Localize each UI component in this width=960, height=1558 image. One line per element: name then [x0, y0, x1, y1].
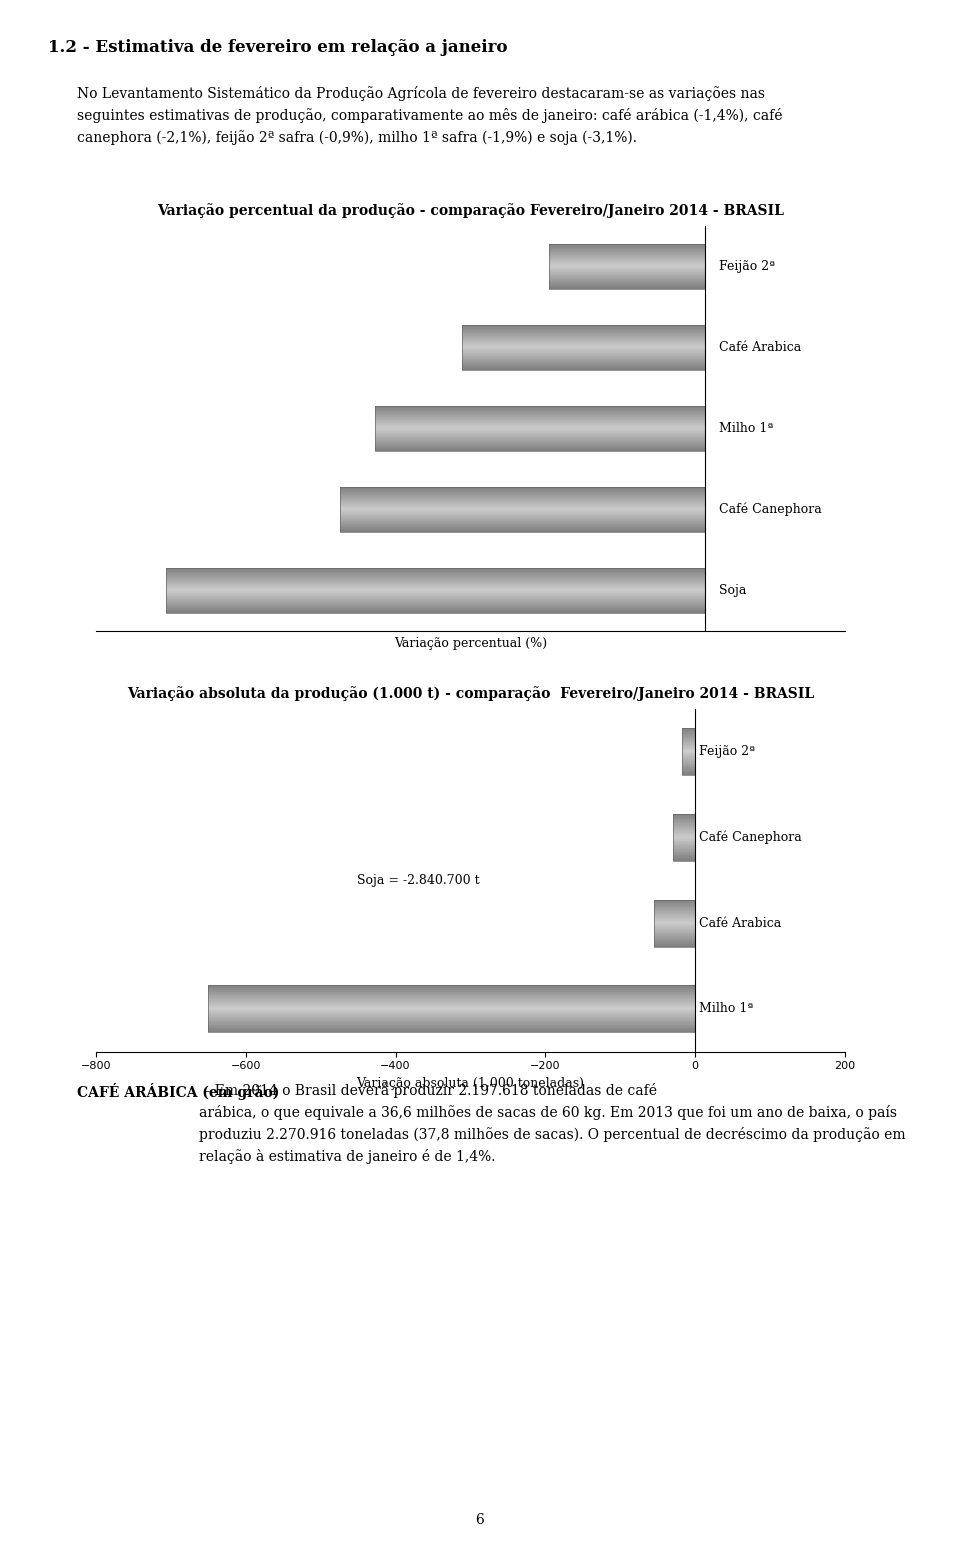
Bar — [374, 407, 706, 450]
Text: 1.2 - Estimativa de fevereiro em relação a janeiro: 1.2 - Estimativa de fevereiro em relação… — [48, 39, 508, 56]
Text: Café Arabica: Café Arabica — [699, 916, 781, 930]
Text: Café Canephora: Café Canephora — [719, 503, 822, 516]
Text: CAFÉ ARÁBICA (em grão): CAFÉ ARÁBICA (em grão) — [77, 1083, 279, 1100]
Bar — [462, 326, 706, 369]
Bar — [340, 488, 706, 531]
X-axis label: Variação percentual (%): Variação percentual (%) — [394, 637, 547, 650]
Text: Café Arabica: Café Arabica — [719, 341, 802, 354]
Text: Soja: Soja — [719, 584, 747, 597]
Bar — [166, 569, 706, 612]
Text: No Levantamento Sistemático da Produção Agrícola de fevereiro destacaram-se as v: No Levantamento Sistemático da Produção … — [77, 86, 782, 145]
Bar — [208, 985, 695, 1033]
Text: Café Canephora: Café Canephora — [699, 830, 802, 844]
Text: Soja = -2.840.700 t: Soja = -2.840.700 t — [357, 874, 479, 887]
Text: 6: 6 — [475, 1513, 485, 1527]
Bar — [682, 728, 695, 776]
Text: Feijão 2ª: Feijão 2ª — [699, 745, 755, 759]
Bar — [654, 899, 695, 947]
Text: Milho 1ª: Milho 1ª — [719, 422, 774, 435]
Bar — [673, 813, 695, 862]
Text: Feijão 2ª: Feijão 2ª — [719, 260, 776, 273]
Title: Variação absoluta da produção (1.000 t) - comparação  Fevereiro/Janeiro 2014 - B: Variação absoluta da produção (1.000 t) … — [127, 686, 814, 701]
Bar — [549, 245, 706, 288]
Title: Variação percentual da produção - comparação Fevereiro/Janeiro 2014 - BRASIL: Variação percentual da produção - compar… — [157, 203, 783, 218]
Text: Milho 1ª: Milho 1ª — [699, 1002, 753, 1016]
Text: – Em 2014 o Brasil deverá produzir 2.197.618 toneladas de café
arábica, o que eq: – Em 2014 o Brasil deverá produzir 2.197… — [200, 1083, 906, 1164]
X-axis label: Variação absoluta (1.000 toneladas): Variação absoluta (1.000 toneladas) — [356, 1077, 585, 1091]
